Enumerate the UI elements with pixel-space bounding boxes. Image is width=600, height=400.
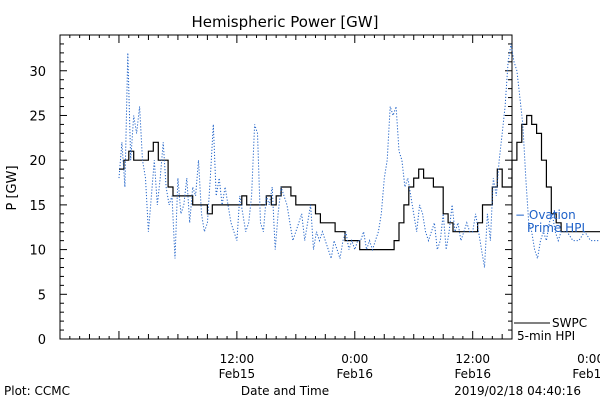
x-tick-label-time: 0:00 (577, 352, 600, 366)
x-axis-label: Date and Time (241, 384, 329, 398)
legend-ovation-line1: − Ovation (515, 208, 576, 222)
x-axis: 12:00Feb150:00Feb1612:00Feb160:00Feb1712… (59, 35, 600, 381)
legend-swpc-line2: 5-min HPI (517, 329, 575, 343)
y-tick-label: 30 (29, 65, 46, 80)
series-line-swpc-hpi (119, 114, 600, 251)
y-tick-label: 5 (38, 288, 46, 303)
y-tick-label: 25 (29, 109, 46, 124)
legend-swpc-line1: SWPC (552, 316, 587, 330)
x-tick-label-date: Feb16 (454, 367, 491, 381)
footer-timestamp: 2019/02/18 04:40:16 (454, 384, 581, 398)
y-axis: 0 5 10 15 20 25 30 (29, 34, 512, 348)
footer-plot-credit: Plot: CCMC (4, 384, 70, 398)
y-tick-label: 15 (29, 199, 46, 214)
legend-ovation-line2: Prime HPI (527, 221, 585, 235)
series-group (118, 43, 600, 268)
x-tick-label-time: 0:00 (341, 352, 368, 366)
y-tick-label: 0 (38, 333, 46, 348)
x-tick-label-date: Feb15 (219, 367, 256, 381)
chart-title: Hemispheric Power [GW] (192, 13, 379, 31)
x-tick-label-time: 12:00 (455, 352, 490, 366)
x-tick-label-date: Feb17 (572, 367, 600, 381)
y-tick-label: 20 (29, 154, 46, 169)
series-line-ovation-prime-hpi (118, 43, 600, 268)
x-tick-label-time: 12:00 (220, 352, 255, 366)
y-axis-label: P [GW] (5, 165, 20, 210)
y-tick-label: 10 (29, 244, 46, 259)
x-tick-label-date: Feb16 (337, 367, 374, 381)
